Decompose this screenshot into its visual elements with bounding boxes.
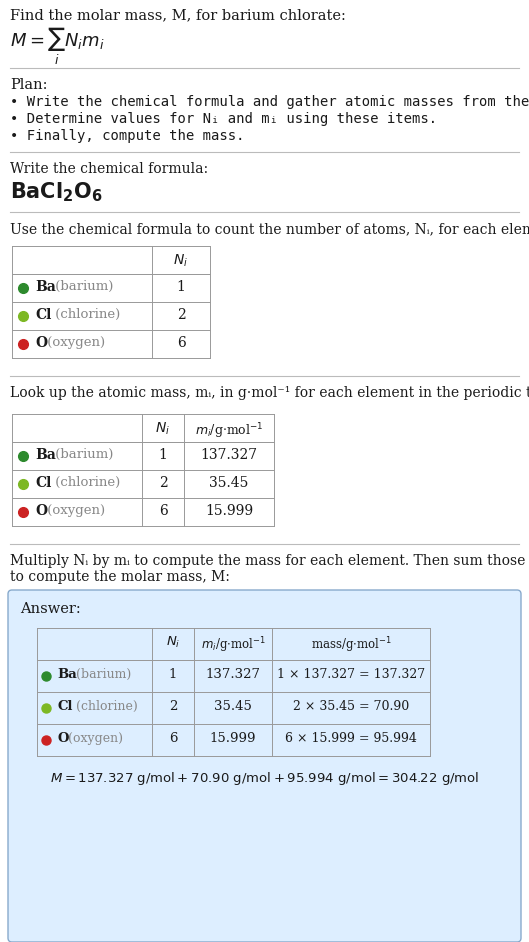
Text: (oxygen): (oxygen) <box>43 504 105 517</box>
Text: • Finally, compute the mass.: • Finally, compute the mass. <box>10 129 244 143</box>
Text: 2: 2 <box>169 700 177 713</box>
Text: Multiply Nᵢ by mᵢ to compute the mass for each element. Then sum those values
to: Multiply Nᵢ by mᵢ to compute the mass fo… <box>10 554 529 584</box>
Text: 6: 6 <box>177 336 185 350</box>
Text: O: O <box>57 732 68 745</box>
Text: Answer:: Answer: <box>20 602 81 616</box>
Text: $N_i$: $N_i$ <box>156 421 170 437</box>
Text: 1: 1 <box>169 668 177 681</box>
Text: mass/g$\cdot$mol$^{-1}$: mass/g$\cdot$mol$^{-1}$ <box>311 635 391 655</box>
Text: Cl: Cl <box>35 476 51 490</box>
Text: Ba: Ba <box>35 280 56 294</box>
Text: Ba: Ba <box>35 448 56 462</box>
Text: 1: 1 <box>177 280 186 294</box>
Text: 6 × 15.999 = 95.994: 6 × 15.999 = 95.994 <box>285 732 417 745</box>
Text: $M = 137.327\ \mathrm{g/mol} + 70.90\ \mathrm{g/mol} + 95.994\ \mathrm{g/mol} = : $M = 137.327\ \mathrm{g/mol} + 70.90\ \m… <box>50 770 479 787</box>
Text: (chlorine): (chlorine) <box>72 700 138 713</box>
FancyBboxPatch shape <box>8 590 521 942</box>
Text: Ba: Ba <box>57 668 77 681</box>
Text: $M = \sum_i N_i m_i$: $M = \sum_i N_i m_i$ <box>10 26 104 67</box>
Text: • Write the chemical formula and gather atomic masses from the periodic table.: • Write the chemical formula and gather … <box>10 95 529 109</box>
Text: $m_i$/g$\cdot$mol$^{-1}$: $m_i$/g$\cdot$mol$^{-1}$ <box>195 421 263 441</box>
Text: O: O <box>35 504 47 518</box>
Text: 137.327: 137.327 <box>205 668 260 681</box>
Text: 6: 6 <box>169 732 177 745</box>
Text: 35.45: 35.45 <box>214 700 252 713</box>
Text: • Determine values for Nᵢ and mᵢ using these items.: • Determine values for Nᵢ and mᵢ using t… <box>10 112 437 126</box>
Text: $m_i$/g$\cdot$mol$^{-1}$: $m_i$/g$\cdot$mol$^{-1}$ <box>200 635 266 655</box>
Text: O: O <box>35 336 47 350</box>
Text: 2: 2 <box>177 308 185 322</box>
Text: Plan:: Plan: <box>10 78 48 92</box>
Text: 2 × 35.45 = 70.90: 2 × 35.45 = 70.90 <box>293 700 409 713</box>
Text: 2: 2 <box>159 476 167 490</box>
Text: Cl: Cl <box>57 700 72 713</box>
Text: (barium): (barium) <box>51 448 113 461</box>
Text: 15.999: 15.999 <box>210 732 256 745</box>
Text: Look up the atomic mass, mᵢ, in g·mol⁻¹ for each element in the periodic table:: Look up the atomic mass, mᵢ, in g·mol⁻¹ … <box>10 386 529 400</box>
Text: Write the chemical formula:: Write the chemical formula: <box>10 162 208 176</box>
Text: (chlorine): (chlorine) <box>51 476 120 489</box>
Text: (barium): (barium) <box>51 280 113 293</box>
Text: 35.45: 35.45 <box>209 476 249 490</box>
Text: 6: 6 <box>159 504 167 518</box>
Text: (chlorine): (chlorine) <box>51 308 120 321</box>
Text: $\mathbf{BaCl_2O_6}$: $\mathbf{BaCl_2O_6}$ <box>10 180 103 203</box>
Text: 15.999: 15.999 <box>205 504 253 518</box>
Text: 1 × 137.327 = 137.327: 1 × 137.327 = 137.327 <box>277 668 425 681</box>
Text: 1: 1 <box>159 448 168 462</box>
Text: $N_i$: $N_i$ <box>174 253 188 269</box>
Text: (barium): (barium) <box>72 668 131 681</box>
Text: 137.327: 137.327 <box>200 448 258 462</box>
Text: (oxygen): (oxygen) <box>43 336 105 349</box>
Text: $N_i$: $N_i$ <box>166 635 180 650</box>
Text: (oxygen): (oxygen) <box>64 732 123 745</box>
Text: Cl: Cl <box>35 308 51 322</box>
Text: Find the molar mass, M, for barium chlorate:: Find the molar mass, M, for barium chlor… <box>10 8 346 22</box>
Text: Use the chemical formula to count the number of atoms, Nᵢ, for each element:: Use the chemical formula to count the nu… <box>10 222 529 236</box>
